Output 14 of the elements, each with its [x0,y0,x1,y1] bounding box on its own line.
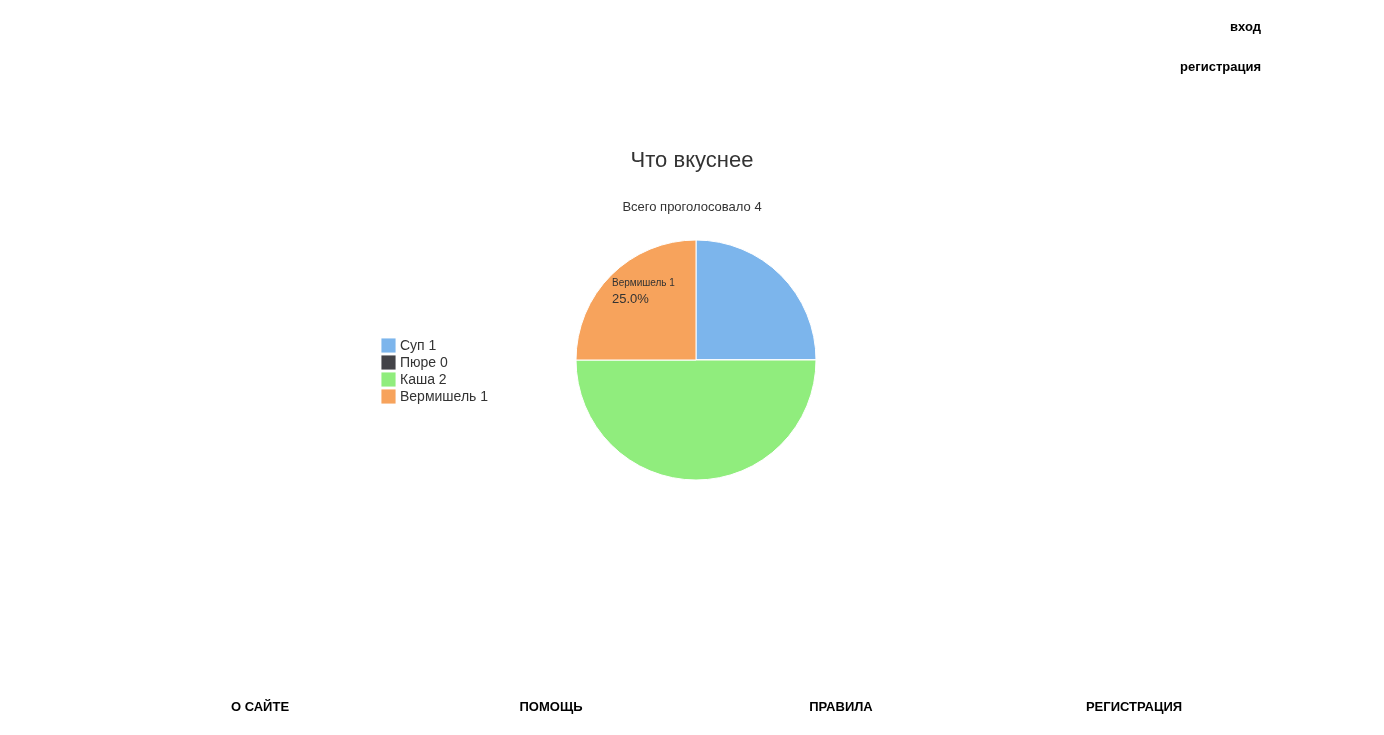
text: 25.0% [612,291,650,306]
legend-label: Каша 2 [400,370,447,387]
text: регистрация [1180,59,1261,74]
text: Вермишель 1 [612,277,676,288]
text: ПОМОЩЬ [519,699,583,714]
legend-label: Вермишель 1 [400,387,489,404]
legend-label: Суп 1 [400,336,437,353]
legend-label: Пюре 0 [400,353,449,370]
chart-subtitle: Всего проголосовало 4 [622,199,762,214]
chart-title: Что вкуснее [630,147,754,172]
text: О САЙТЕ [230,699,290,714]
text: вход [1230,19,1262,34]
text: РЕГИСТРАЦИЯ [1085,699,1183,714]
text: ПРАВИЛА [809,699,874,714]
